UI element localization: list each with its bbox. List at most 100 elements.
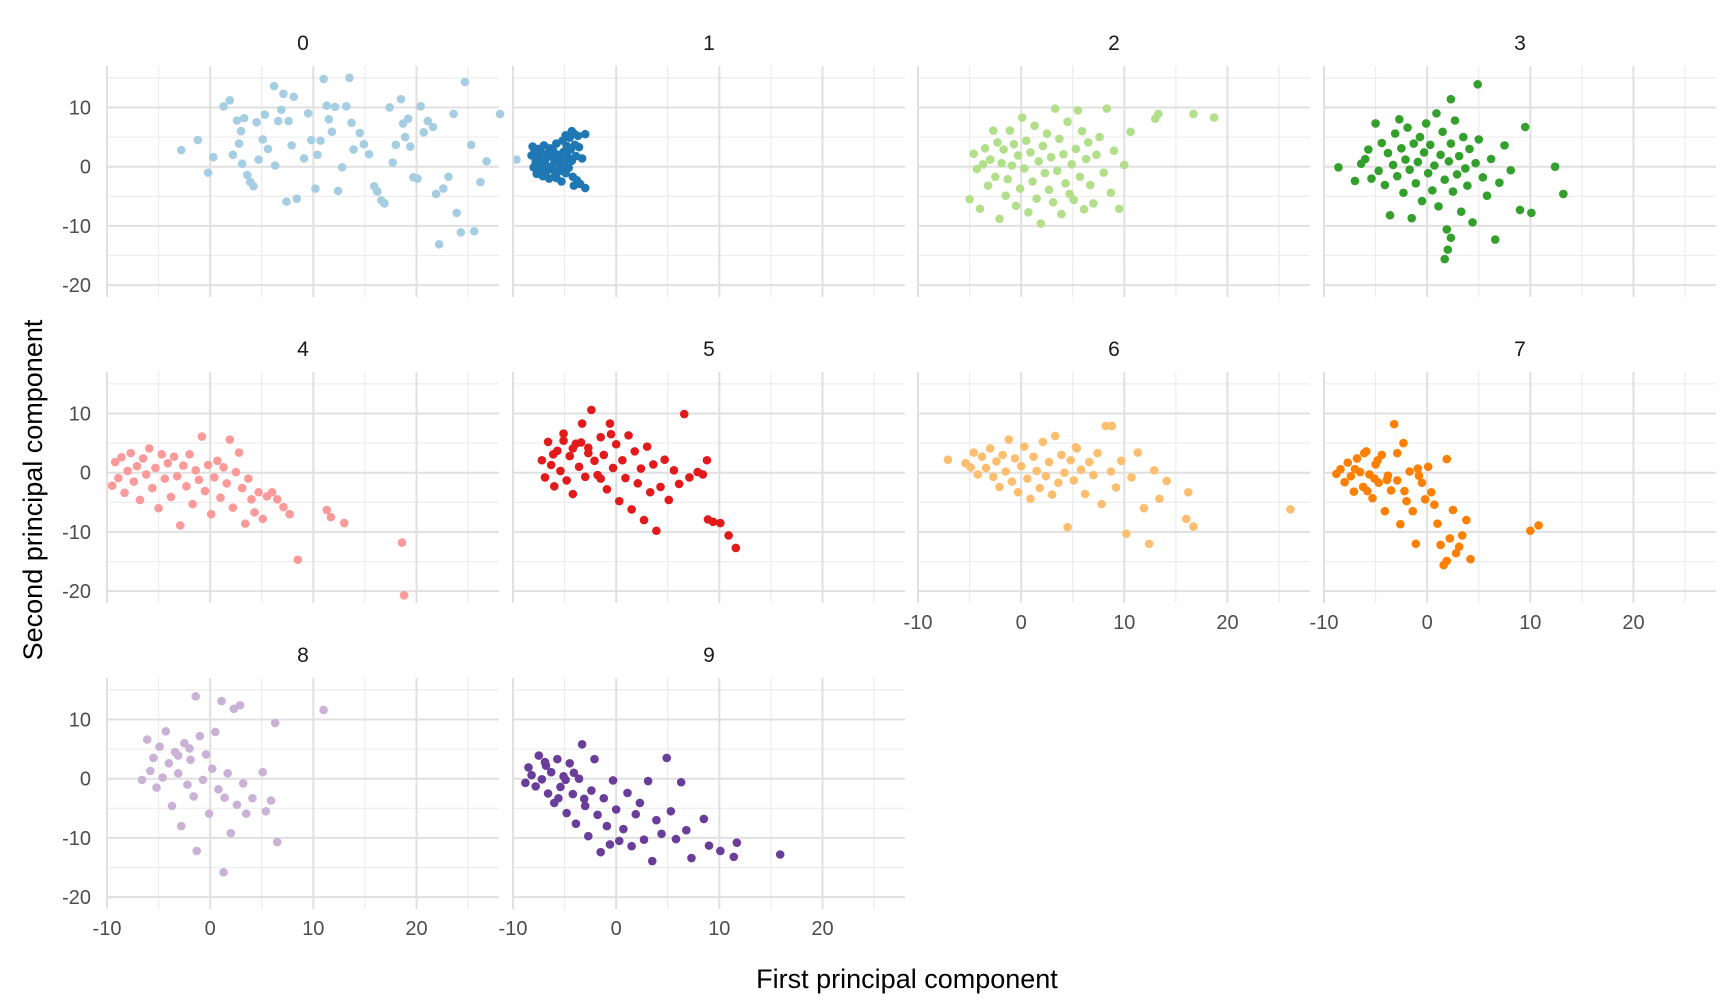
data-point (1454, 542, 1464, 552)
data-point (423, 116, 433, 126)
data-point (580, 801, 590, 811)
x-tick-label: 20 (1622, 612, 1644, 634)
data-point (1428, 186, 1437, 195)
data-point (543, 164, 553, 173)
data-point (1109, 146, 1119, 155)
data-point (1430, 161, 1439, 170)
data-point (403, 114, 413, 124)
data-point (400, 132, 410, 142)
panel-title: 5 (703, 338, 715, 361)
data-point (1520, 122, 1530, 132)
data-point (1444, 157, 1454, 166)
data-point (1011, 201, 1021, 211)
data-point (657, 829, 666, 839)
data-point (606, 429, 616, 439)
data-point (1468, 218, 1477, 227)
data-point (1405, 165, 1414, 174)
data-point (1122, 529, 1131, 538)
data-point (556, 466, 565, 476)
data-point (565, 451, 575, 461)
data-point (1032, 466, 1041, 476)
x-tick-label: -10 (93, 918, 122, 940)
data-point (1443, 245, 1453, 254)
data-point (1527, 208, 1536, 218)
data-point (244, 474, 253, 483)
y-tick-label: 0 (80, 463, 91, 485)
data-point (261, 806, 271, 816)
data-point (292, 194, 302, 203)
data-point (157, 450, 166, 459)
data-point (1471, 158, 1480, 168)
data-point (347, 118, 356, 128)
facet-panel-7: 7 -10 0 10 20 (1310, 338, 1716, 634)
data-point (1019, 442, 1029, 451)
data-point (355, 128, 365, 138)
y-tick-label: -10 (62, 216, 91, 238)
data-point (577, 419, 587, 428)
data-point (1482, 191, 1492, 201)
data-point (1149, 466, 1159, 475)
data-point (285, 509, 294, 519)
data-point (258, 135, 268, 144)
data-point (1189, 522, 1198, 531)
data-point (512, 155, 521, 164)
data-point (287, 141, 296, 150)
data-point (552, 173, 561, 183)
data-point (223, 769, 232, 778)
x-tick-label: 0 (205, 918, 216, 940)
data-point (1359, 448, 1369, 458)
data-point (188, 499, 197, 509)
data-point (669, 466, 679, 475)
data-point (565, 758, 575, 768)
panel-title: 4 (297, 338, 309, 361)
data-point (385, 103, 394, 112)
data-point (1446, 233, 1456, 243)
data-point (279, 502, 288, 512)
data-point (186, 755, 195, 765)
data-point (1433, 519, 1442, 528)
data-point (1442, 454, 1452, 464)
data-point (213, 456, 222, 466)
data-point (1490, 235, 1500, 244)
data-point (232, 800, 242, 810)
data-point (652, 815, 661, 825)
data-point (216, 493, 225, 502)
data-point (995, 482, 1004, 492)
data-point (1399, 188, 1408, 198)
data-point (416, 101, 425, 111)
data-point (1515, 205, 1525, 215)
data-point (452, 208, 462, 218)
data-point (1423, 462, 1433, 472)
data-point (1095, 132, 1104, 142)
data-point (1116, 456, 1126, 466)
data-point (1050, 431, 1060, 441)
data-point (708, 517, 718, 527)
data-point (282, 197, 291, 206)
data-point (562, 808, 571, 818)
data-point (191, 692, 201, 701)
data-point (618, 455, 627, 465)
data-point (1034, 157, 1043, 166)
data-point (333, 186, 343, 196)
data-point (1442, 225, 1452, 234)
y-tick-label: -20 (62, 887, 91, 909)
data-point (1083, 138, 1093, 147)
data-point (1380, 180, 1390, 190)
data-point (1001, 191, 1010, 201)
data-point (1334, 162, 1343, 172)
data-point (1409, 139, 1419, 148)
data-point (534, 751, 544, 760)
data-point (687, 853, 696, 863)
data-point (1102, 104, 1112, 113)
data-point (1044, 185, 1054, 195)
data-point (1055, 134, 1064, 144)
data-point (179, 461, 188, 470)
data-point (1414, 471, 1424, 480)
data-point (1495, 178, 1504, 187)
facet-panel-4: 4 -20 -10 0 10 (62, 338, 499, 603)
data-point (584, 448, 593, 458)
data-point (311, 184, 320, 193)
data-point (648, 460, 658, 469)
data-point (656, 482, 665, 492)
